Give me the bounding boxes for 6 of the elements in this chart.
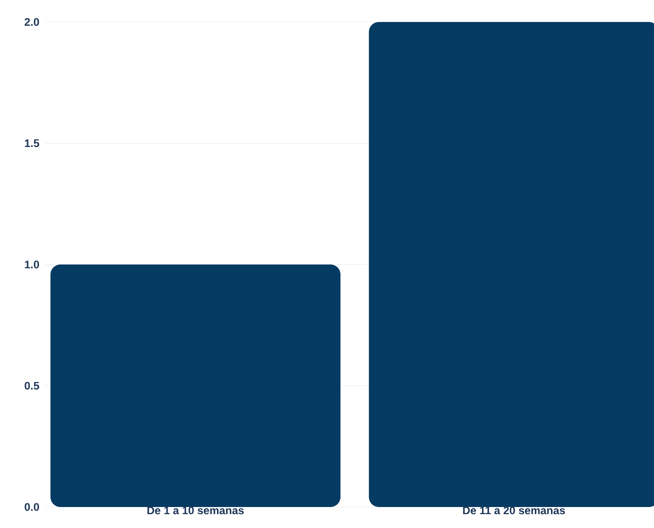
y-tick-label: 1.5 (24, 139, 40, 148)
y-tick-label: 1.0 (24, 260, 40, 268)
y-tick-label: 2.0 (24, 18, 40, 26)
x-tick-label: De 1 a 10 semanas (147, 506, 244, 514)
y-tick-label: 0.0 (24, 503, 40, 511)
y-tick-label: 0.5 (24, 382, 40, 390)
